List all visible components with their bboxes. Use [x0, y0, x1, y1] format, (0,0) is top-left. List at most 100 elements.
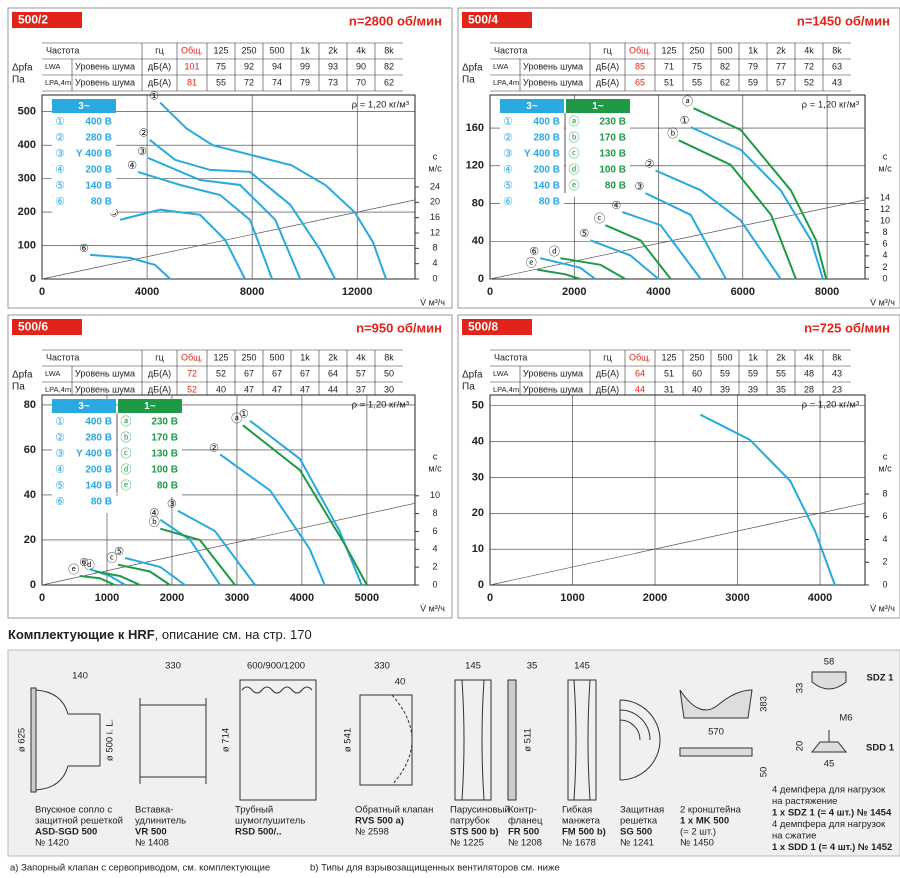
note: 1 x SDZ 1 (= 4 шт.) № 1454 — [772, 808, 892, 819]
damper-label: SDZ 1 — [867, 673, 895, 684]
curve — [177, 509, 256, 586]
table-header: гц — [155, 45, 163, 55]
title-tab — [12, 319, 82, 335]
table-cell: 85 — [635, 61, 645, 71]
legend-label: 400 В — [533, 117, 560, 128]
caption: манжета — [562, 816, 601, 827]
y-tick-label: 200 — [18, 206, 36, 218]
dim: 20 — [795, 741, 806, 752]
drawing — [811, 671, 847, 690]
x-tick-label: 0 — [39, 592, 45, 604]
curve — [645, 192, 727, 280]
table-header: 500 — [269, 352, 284, 362]
curve-label: ⑥ — [79, 243, 89, 255]
curve — [699, 413, 836, 586]
x-tick-label: 5000 — [355, 592, 379, 604]
table-header: 500 — [717, 45, 732, 55]
legend-symbol: ① — [55, 416, 65, 428]
table-header: гц — [155, 352, 163, 362]
table-cell: 62 — [384, 77, 394, 87]
table-cell: LPA,4m — [493, 78, 519, 87]
y2-tick-label: 4 — [882, 534, 887, 544]
y-tick-label: 60 — [24, 444, 36, 456]
legend-symbol: ⑥ — [55, 196, 65, 208]
table-cell: 75 — [216, 61, 226, 71]
number: № 1678 — [562, 838, 596, 849]
dim: 33 — [795, 683, 806, 694]
table-header: гц — [603, 352, 611, 362]
x-tick-label: 4000 — [808, 592, 832, 604]
curve-label: ④ — [611, 200, 621, 212]
y-label: Δpfa — [12, 370, 33, 381]
table-cell: 44 — [635, 384, 645, 394]
chart-title: 500/4 — [468, 13, 498, 27]
caption: (= 2 шт.) — [680, 827, 716, 838]
x-tick-label: 12000 — [342, 286, 373, 298]
y2-tick-label: 0 — [882, 579, 887, 589]
number: № 1208 — [508, 838, 542, 849]
curve-label: ⓒ — [107, 552, 118, 565]
y-tick-label: 40 — [472, 436, 484, 448]
dim: 570 — [708, 727, 724, 738]
table-cell: 101 — [184, 61, 199, 71]
legend-symbol: ② — [55, 132, 65, 144]
y2-label: c — [883, 151, 888, 161]
caption: защитной решеткой — [35, 816, 123, 827]
table-cell: 67 — [300, 368, 310, 378]
table-cell: 43 — [832, 77, 842, 87]
table-header: 1k — [748, 45, 758, 55]
table-cell: 43 — [832, 368, 842, 378]
y2-tick-label: 8 — [882, 227, 887, 237]
dim: 383 — [759, 696, 770, 712]
curve — [147, 156, 302, 280]
drawing — [619, 699, 661, 781]
x-tick-label: 2000 — [562, 286, 586, 298]
table-cell: дБ(A) — [596, 384, 619, 394]
table-cell: LPA,4m — [493, 385, 519, 394]
x-label: V̇ м³/ч — [420, 297, 445, 307]
curve — [90, 253, 171, 280]
table-cell: дБ(A) — [596, 77, 619, 87]
table-cell: LPA,4m — [45, 78, 71, 87]
curve — [117, 563, 171, 586]
table-cell: 57 — [356, 368, 366, 378]
table-header: 125 — [213, 45, 228, 55]
legend-symbol: ⓐ — [569, 115, 580, 128]
y-tick-label: 20 — [24, 534, 36, 546]
caption: Обратный клапан — [355, 805, 433, 816]
y2-tick-label: 2 — [882, 557, 887, 567]
footnote: a) Запорный клапан с сервоприводом, см. … — [10, 863, 270, 874]
curve — [678, 139, 797, 280]
y-label: Δpfa — [462, 63, 483, 74]
legend-label: 170 В — [599, 133, 626, 144]
table-cell: 63 — [832, 61, 842, 71]
curve-label: ① — [149, 91, 159, 103]
legend-bg — [118, 399, 182, 497]
number: № 1225 — [450, 838, 484, 849]
legend-label: 200 В — [85, 165, 112, 176]
curve — [159, 518, 221, 586]
y2-tick-label: 12 — [430, 227, 440, 237]
table-cell: 67 — [272, 368, 282, 378]
legend-label: 400 В — [85, 117, 112, 128]
y2-tick-label: 14 — [880, 192, 890, 202]
table-header: 500 — [717, 352, 732, 362]
table-cell: 59 — [720, 368, 730, 378]
curve-label: ⑥ — [79, 557, 89, 569]
drawing — [454, 679, 492, 801]
table-cell: 90 — [356, 61, 366, 71]
curve — [690, 126, 824, 280]
x-tick-label: 3000 — [225, 592, 249, 604]
table-cell: 70 — [356, 77, 366, 87]
curve-label: ① — [239, 409, 249, 421]
number: № 1420 — [35, 838, 69, 849]
table-cell: 51 — [664, 77, 674, 87]
title-tab — [12, 12, 82, 28]
table-cell: 40 — [216, 384, 226, 394]
legend-title: 3~ — [78, 401, 90, 412]
table-header: Общ. — [181, 352, 203, 362]
curve-label: ⓔ — [68, 563, 79, 576]
y-tick-label: 80 — [24, 399, 36, 411]
curve-label: ② — [139, 128, 149, 140]
y-tick-label: 0 — [478, 273, 484, 285]
